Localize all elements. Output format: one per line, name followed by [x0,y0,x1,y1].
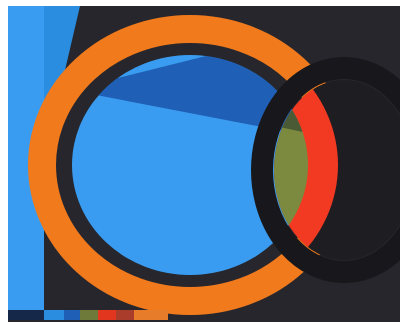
swatch-red [98,310,116,320]
dark-ring [251,57,400,283]
painting-canvas [8,6,400,322]
swatch-orange [134,310,168,320]
swatch-green [80,310,98,320]
color-swatch-strip [8,310,168,320]
swatch-mid-blue [64,310,80,320]
swatch-brick [116,310,134,320]
swatch-dark-navy [8,310,44,320]
swatch-blue [44,310,64,320]
